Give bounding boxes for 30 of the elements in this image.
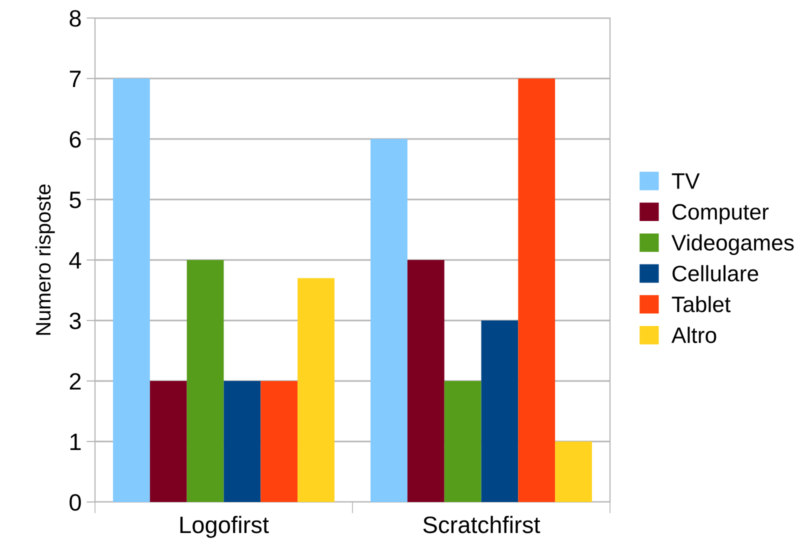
y-tick-label: 3 bbox=[70, 312, 81, 330]
bar bbox=[518, 78, 556, 502]
bar bbox=[407, 260, 444, 502]
bar bbox=[260, 381, 298, 502]
legend-label: Altro bbox=[671, 326, 716, 344]
y-tick-label: 6 bbox=[70, 131, 81, 148]
bar bbox=[370, 139, 408, 502]
legend-label: Tablet bbox=[672, 296, 731, 312]
bar bbox=[186, 260, 224, 502]
x-tick-label: Scratchfirst bbox=[423, 516, 540, 534]
y-tick-label: 1 bbox=[70, 434, 81, 450]
y-tick-label: 4 bbox=[69, 252, 82, 269]
y-axis-title: Numero risposte bbox=[35, 184, 55, 335]
y-tick-label: 2 bbox=[70, 373, 81, 390]
bar bbox=[444, 381, 482, 502]
bar bbox=[555, 442, 592, 502]
y-tick-label: 0 bbox=[70, 494, 81, 511]
bar bbox=[298, 278, 334, 502]
y-tick-label: 8 bbox=[70, 10, 81, 27]
bar bbox=[150, 381, 187, 502]
y-tick-label: 7 bbox=[70, 70, 81, 88]
bar bbox=[224, 381, 261, 502]
legend-label: TV bbox=[672, 173, 700, 189]
legend-label: Videogames bbox=[672, 234, 794, 255]
bar bbox=[113, 78, 150, 502]
x-tick-label: Logofirst bbox=[180, 516, 269, 538]
y-tick-label: 5 bbox=[70, 192, 81, 208]
bar bbox=[481, 320, 518, 502]
legend-label: Computer bbox=[672, 204, 769, 224]
legend-label: Cellulare bbox=[672, 265, 758, 282]
